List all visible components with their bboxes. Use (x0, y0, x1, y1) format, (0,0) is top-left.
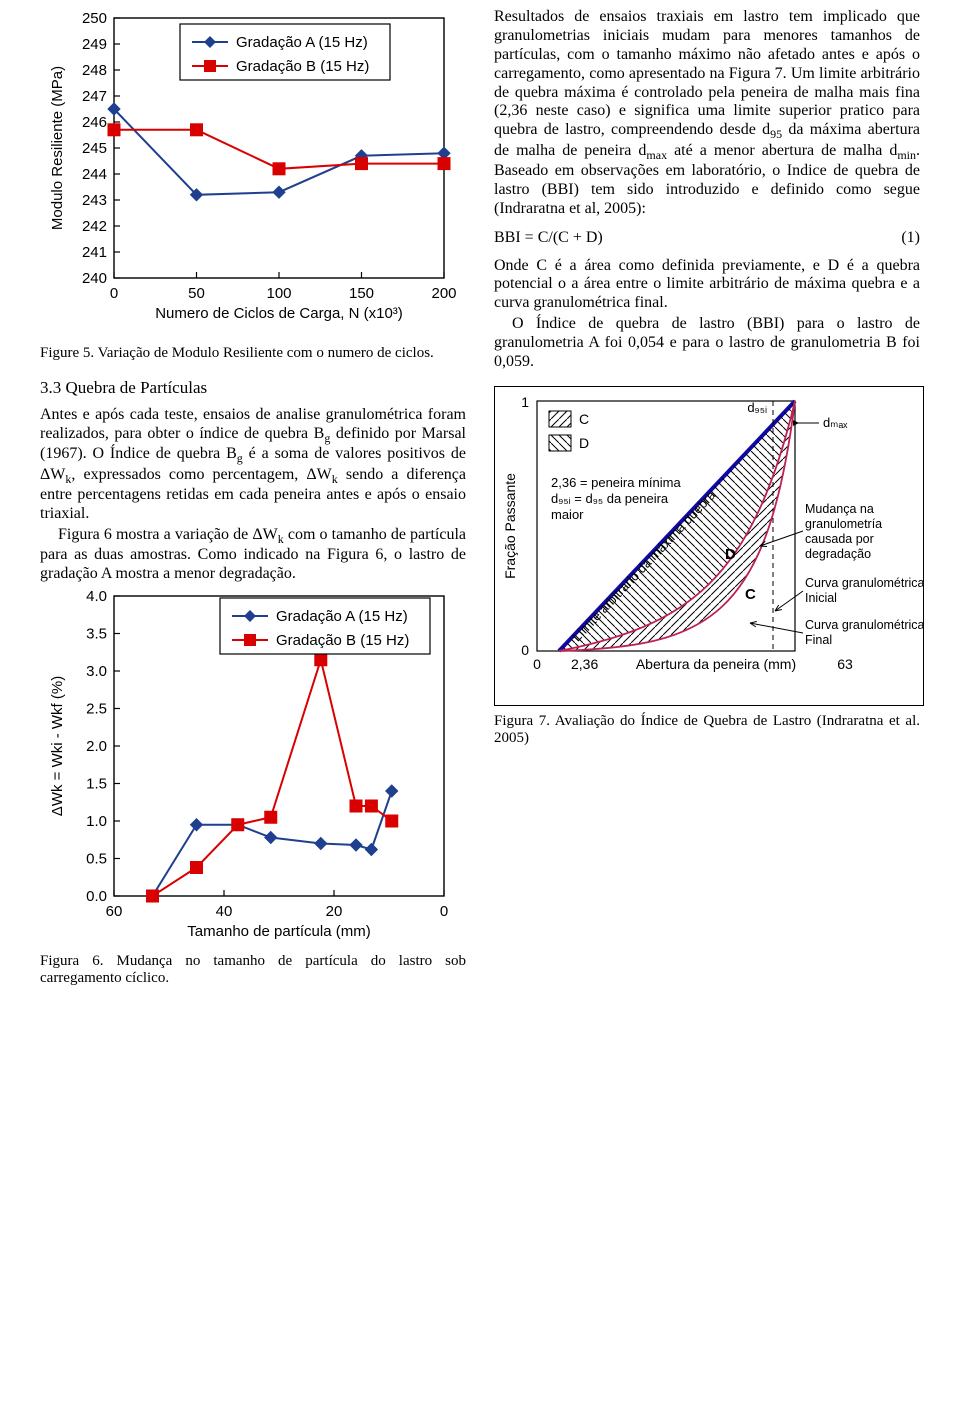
svg-text:Inicial: Inicial (805, 591, 837, 605)
section-33-heading: 3.3 Quebra de Partículas (40, 378, 466, 398)
svg-text:Mudança na: Mudança na (805, 502, 874, 516)
svg-text:d₉₅ᵢ: d₉₅ᵢ (747, 400, 767, 415)
svg-text:20: 20 (326, 903, 343, 920)
svg-text:Curva granulométrica: Curva granulométrica (805, 618, 924, 632)
right-column: Resultados de ensaios traxiais em lastro… (494, 8, 920, 996)
svg-text:249: 249 (82, 36, 107, 53)
svg-text:63: 63 (837, 656, 853, 672)
svg-text:Curva granulométrica: Curva granulométrica (805, 576, 924, 590)
svg-text:250: 250 (82, 10, 107, 27)
svg-text:248: 248 (82, 62, 107, 79)
chart6-caption: Figura 6. Mudança no tamanho de partícul… (40, 953, 466, 988)
svg-text:d₉₅ᵢ = d₉₅ da peneira: d₉₅ᵢ = d₉₅ da peneira (551, 491, 669, 506)
svg-text:0: 0 (521, 642, 529, 658)
svg-text:C: C (579, 411, 589, 427)
svg-text:241: 241 (82, 244, 107, 261)
svg-text:Gradação A (15 Hz): Gradação A (15 Hz) (236, 34, 368, 51)
chart6: 0.0 0.5 1.0 1.5 2.0 2.5 3.0 3.5 4.0 60 40 20 0 Tamanh… (40, 586, 466, 951)
svg-text:Gradação B (15 Hz): Gradação B (15 Hz) (236, 58, 369, 75)
chart5-caption: Figure 5. Variação de Modulo Resiliente … (40, 345, 466, 362)
svg-text:100: 100 (266, 285, 291, 302)
left-column: 240 241 242 243 244 245 246 247 248 249 250 0 50 100 1… (40, 8, 466, 996)
right-p2: Onde C é a área como definida previament… (494, 257, 920, 314)
svg-text:Fração Passante: Fração Passante (502, 473, 518, 579)
svg-text:ΔWk = Wki - Wkf (%): ΔWk = Wki - Wkf (%) (49, 676, 66, 816)
svg-text:causada por: causada por (805, 532, 874, 546)
svg-text:dₘₐₓ: dₘₐₓ (823, 415, 848, 430)
right-p3: O Índice de quebra de lastro (BBI) para … (494, 315, 920, 372)
svg-text:243: 243 (82, 192, 107, 209)
equation-1: BBI = C/(C + D) (1) (494, 229, 920, 247)
svg-text:40: 40 (216, 903, 233, 920)
chart5: 240 241 242 243 244 245 246 247 248 249 250 0 50 100 1… (40, 8, 466, 343)
fig7-svg: 1 0 Fração Passante 0 2,36 63 Abertura da pene… (494, 386, 924, 706)
svg-text:1: 1 (521, 394, 529, 410)
svg-text:Gradação A (15 Hz): Gradação A (15 Hz) (276, 608, 408, 625)
svg-text:50: 50 (188, 285, 205, 302)
svg-text:Gradação B (15 Hz): Gradação B (15 Hz) (276, 632, 409, 649)
svg-text:2,36 = peneira mínima: 2,36 = peneira mínima (551, 475, 681, 490)
chart6-svg: 0.0 0.5 1.0 1.5 2.0 2.5 3.0 3.5 4.0 60 40 20 0 Tamanh… (40, 586, 460, 946)
svg-text:maior: maior (551, 507, 584, 522)
svg-text:150: 150 (349, 285, 374, 302)
svg-text:Abertura da peneira (mm): Abertura da peneira (mm) (636, 656, 796, 672)
chart5-svg: 240 241 242 243 244 245 246 247 248 249 250 0 50 100 1… (40, 8, 460, 338)
svg-text:Tamanho de partícula (mm): Tamanho de partícula (mm) (187, 923, 370, 940)
svg-text:1.0: 1.0 (86, 813, 107, 830)
svg-text:0: 0 (110, 285, 118, 302)
svg-text:200: 200 (431, 285, 456, 302)
svg-text:granulometría: granulometría (805, 517, 882, 531)
svg-text:2.5: 2.5 (86, 701, 107, 718)
svg-text:0: 0 (533, 656, 541, 672)
svg-text:0.0: 0.0 (86, 888, 107, 905)
section-33-p1: Antes e após cada teste, ensaios de anal… (40, 406, 466, 524)
svg-text:247: 247 (82, 88, 107, 105)
svg-text:244: 244 (82, 166, 107, 183)
svg-text:C: C (745, 586, 756, 603)
svg-text:Numero de Ciclos de Carga, N (: Numero de Ciclos de Carga, N (x10³) (155, 305, 403, 322)
svg-text:D: D (579, 435, 589, 451)
svg-text:246: 246 (82, 114, 107, 131)
svg-text:3.5: 3.5 (86, 626, 107, 643)
svg-text:Final: Final (805, 633, 832, 647)
svg-text:60: 60 (106, 903, 123, 920)
section-33-p2: Figura 6 mostra a variação de ΔWk com o … (40, 526, 466, 584)
svg-text:1.5: 1.5 (86, 776, 107, 793)
svg-text:3.0: 3.0 (86, 663, 107, 680)
svg-text:0: 0 (440, 903, 448, 920)
svg-text:245: 245 (82, 140, 107, 157)
svg-text:240: 240 (82, 270, 107, 287)
svg-text:0.5: 0.5 (86, 851, 107, 868)
svg-text:4.0: 4.0 (86, 588, 107, 605)
fig7-container: 1 0 Fração Passante 0 2,36 63 Abertura da pene… (494, 386, 920, 711)
equation-text: BBI = C/(C + D) (494, 229, 603, 247)
svg-text:D: D (725, 546, 736, 563)
fig7-caption: Figura 7. Avaliação do Índice de Quebra … (494, 713, 920, 748)
svg-text:2.0: 2.0 (86, 738, 107, 755)
svg-text:Modulo Resiliente (MPa): Modulo Resiliente (MPa) (49, 66, 66, 230)
equation-number: (1) (901, 229, 920, 247)
svg-text:degradação: degradação (805, 547, 871, 561)
right-p1: Resultados de ensaios traxiais em lastro… (494, 8, 920, 219)
svg-text:2,36: 2,36 (571, 656, 598, 672)
svg-text:242: 242 (82, 218, 107, 235)
